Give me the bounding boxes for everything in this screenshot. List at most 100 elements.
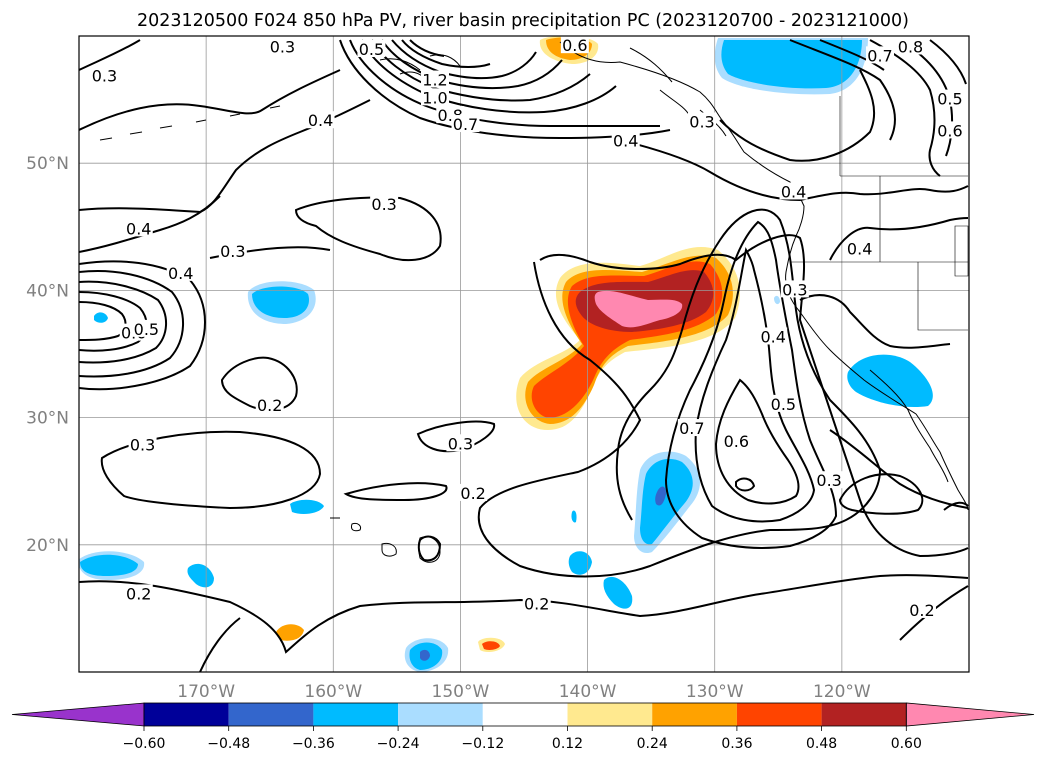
pv-contour-west-0.5 [79, 270, 185, 378]
pv-contour-0.2-south-loop [199, 617, 241, 672]
contour-label: 0.3 [816, 471, 841, 490]
contour-label: 0.2 [460, 484, 485, 503]
pv-contour-0.2-closed [343, 482, 448, 502]
colorbar-segment [736, 703, 822, 726]
pv-contour-0.2-se2 [943, 501, 969, 511]
pv-contour-west-0.4 [79, 260, 206, 391]
pv-contour-0.5-central [694, 246, 816, 523]
hawaii-islands [330, 517, 441, 563]
pv-contour-0.5-alaska [361, 39, 617, 114]
pv-contour-1.2-alaska [409, 39, 445, 57]
contour-label-bg [560, 36, 589, 54]
contour-label-bg [907, 600, 936, 618]
colorbar-tick-label: 0.36 [721, 736, 752, 752]
precip-negative-0.36 [721, 40, 862, 89]
colorbar-segment [482, 703, 568, 726]
pv-contour-0.3-coast-cal [799, 294, 951, 349]
coastline-aleutians [99, 105, 281, 141]
precip-negative-0.36 [80, 554, 138, 576]
pv-contour-0.3-closed [416, 420, 496, 453]
contour-label-bg [845, 239, 874, 257]
contour-label-bg [166, 263, 195, 281]
precip-negative-0.36 [568, 551, 592, 575]
contour-label-bg [124, 584, 153, 602]
contour-label: 0.3 [220, 242, 245, 261]
pv-contour-0.4-ridge [619, 139, 969, 202]
coastlines [99, 41, 969, 563]
precip-negative-0.36 [603, 576, 633, 609]
lat-label: 50°N [26, 154, 69, 174]
map-area[interactable] [79, 36, 969, 672]
lon-label: 150°W [432, 682, 490, 702]
land-borders [790, 96, 969, 331]
precip-negative-0.36 [571, 510, 577, 523]
contour-label: 0.3 [270, 37, 295, 56]
pv-contour-0.4-coast-cal [829, 217, 969, 261]
colorbar-tick-label: −0.12 [461, 736, 504, 752]
contour-label: 0.3 [371, 195, 396, 214]
contour-label: 0.4 [613, 132, 638, 151]
contour-label-bg [459, 483, 488, 501]
contour-label: 0.2 [524, 595, 549, 614]
contour-label-bg [255, 396, 284, 414]
contour-label-bg [688, 112, 716, 130]
lat-label: 30°N [26, 409, 69, 429]
contour-label-bg [935, 121, 964, 139]
contour-label-bg [370, 195, 399, 213]
colorbar-tick-label: −0.36 [292, 736, 335, 752]
lon-label: 160°W [304, 682, 362, 702]
colorbar-tick-label: 0.60 [891, 736, 922, 752]
lon-label: 170°W [177, 682, 235, 702]
precip-positive-0.60 [594, 290, 683, 328]
pv-contour-0.7-central [735, 477, 756, 492]
contour-label: 0.2 [126, 584, 151, 603]
gridlines [79, 36, 969, 672]
contour-label: 0.7 [453, 115, 478, 134]
contour-label-bg [357, 39, 386, 57]
pv-contour-0.3 [79, 69, 341, 131]
longitude-labels: 170°W 160°W 150°W 140°W 130°W 120°W [177, 682, 871, 702]
precip-negative-0.36 [94, 312, 108, 323]
pv-contour-0.2-small [417, 535, 442, 562]
contour-label-bg [421, 88, 449, 106]
contour-label: 0.3 [130, 436, 155, 455]
precip-negative-0.48 [655, 486, 666, 506]
colorbar-segment [567, 703, 653, 726]
contour-label: 0.4 [847, 240, 872, 259]
precip-positive-0.36 [482, 641, 500, 650]
contour-label: 0.2 [257, 396, 282, 415]
contour-label: 0.3 [448, 434, 473, 453]
colorbar-segment [228, 703, 314, 726]
pv-contour-0.6-ne-loop [789, 39, 896, 141]
colorbar-tick-label: −0.48 [207, 736, 250, 752]
colorbar-extend-high [905, 702, 1035, 727]
pv-contour-0.4-alaska [349, 39, 660, 128]
lon-label: 120°W [813, 682, 871, 702]
contour-label: 0.2 [909, 601, 934, 620]
contour-label: 0.5 [771, 395, 796, 414]
contour-label-bg [866, 46, 894, 64]
pv-contour-0.4-central [664, 220, 838, 549]
figure-title: 2023120500 F024 850 hPa PV, river basin … [137, 11, 909, 31]
colorbar-segment [821, 703, 907, 726]
contour-label-bg [611, 131, 640, 149]
contour-label-bg [421, 70, 449, 88]
map-content: 0.30.31.21.00.80.70.40.40.30.7 0.80.60.50… [79, 36, 969, 672]
contour-label-bg [935, 89, 964, 107]
contour-label: 0.3 [782, 280, 807, 299]
contour-label-bg [268, 37, 297, 55]
colorbar-frame [143, 702, 907, 727]
contour-label: 0.4 [126, 219, 151, 238]
precip-negative-0.36 [640, 458, 693, 545]
contour-label-bg [780, 280, 809, 298]
contour-label: 1.0 [422, 88, 447, 107]
colorbar-tick-label: −0.24 [377, 736, 420, 752]
colorbar-tick-label: −0.60 [123, 736, 166, 752]
contour-label-bg [90, 66, 119, 84]
pv-contour-0.3-closed [100, 430, 322, 510]
contour-label: 0.7 [679, 419, 704, 438]
contour-label: 0.8 [898, 37, 923, 56]
contour-label: 0.3 [92, 67, 117, 86]
